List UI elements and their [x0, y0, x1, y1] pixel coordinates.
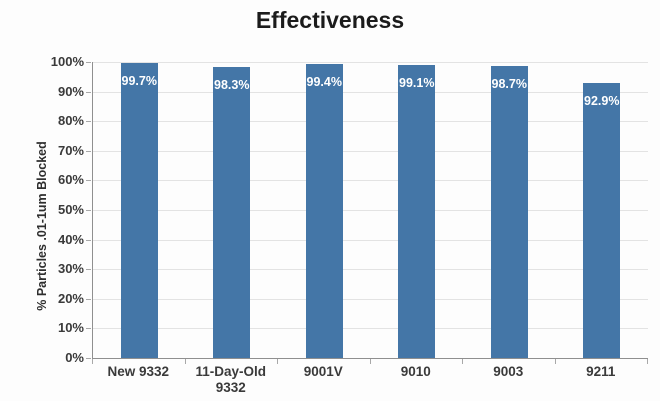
y-axis-tick: [86, 91, 91, 93]
y-axis-tick: [86, 358, 91, 359]
x-axis-tick: [92, 359, 93, 364]
chart-title: Effectiveness: [255, 7, 405, 33]
y-axis-tick: [86, 269, 91, 271]
y-tick-label: 0%: [65, 350, 84, 365]
y-axis-tick: [86, 121, 91, 123]
bar: 92.9%: [583, 83, 621, 358]
gridline: [93, 239, 648, 241]
gridline: [93, 269, 648, 271]
x-tick-label: 9001V: [303, 364, 343, 379]
bar-value-label: 98.3%: [214, 78, 250, 93]
x-axis-tick: [184, 359, 186, 364]
x-tick-label: 9211: [586, 364, 616, 379]
x-axis-tick: [369, 359, 371, 364]
y-tick-label: 60%: [57, 172, 84, 188]
y-axis-tick: [86, 239, 91, 241]
x-axis-tick: [277, 359, 278, 364]
x-tick-label: New 9332: [107, 364, 170, 379]
y-tick-label: 40%: [57, 231, 84, 247]
y-tick-label: 80%: [57, 113, 84, 129]
bar-value-label: 98.7%: [491, 76, 527, 91]
bar: 99.1%: [398, 64, 436, 358]
gridline: [93, 91, 648, 93]
bar-value-label: 99.1%: [399, 75, 435, 90]
gridline: [93, 62, 648, 63]
y-axis-title: % Particles .01-1um Blocked: [35, 141, 49, 311]
bar-value-label: 99.7%: [121, 73, 157, 88]
y-axis-tick: [86, 180, 91, 182]
x-axis-tick: [462, 359, 463, 364]
y-tick-label: 90%: [57, 83, 84, 99]
bar: 99.7%: [120, 62, 158, 358]
y-axis-tick: [86, 328, 91, 330]
plot-area: 99.7% 98.3% 99.4% 99.1% 98.7% 92.9%: [92, 62, 648, 359]
bar: 98.7%: [490, 65, 528, 358]
bar: 99.4%: [305, 63, 343, 358]
bar-value-label: 99.4%: [306, 74, 342, 89]
x-tick-label: 11-Day-Old 9332: [195, 364, 267, 396]
x-tick-label: 9010: [400, 364, 431, 379]
x-axis-tick: [554, 359, 556, 364]
y-axis-tick: [86, 210, 91, 211]
y-tick-label: 10%: [57, 320, 84, 336]
gridline: [93, 328, 648, 330]
gridline: [93, 180, 648, 182]
y-axis-tick: [86, 62, 91, 63]
y-tick-label: 50%: [57, 202, 84, 217]
y-tick-label: 20%: [57, 290, 84, 306]
bar-value-label: 92.9%: [584, 94, 620, 109]
gridline: [93, 298, 648, 300]
y-axis-tick: [86, 298, 91, 300]
gridline: [93, 150, 648, 152]
x-axis-tick: [647, 359, 648, 364]
y-tick-label: 100%: [50, 54, 84, 69]
y-axis-tick: [86, 150, 91, 152]
bar: 98.3%: [213, 67, 251, 358]
gridline: [93, 121, 648, 123]
x-tick-label: 9003: [493, 364, 524, 379]
y-tick-label: 70%: [57, 142, 84, 158]
y-tick-label: 30%: [57, 261, 84, 277]
gridline: [93, 210, 648, 211]
